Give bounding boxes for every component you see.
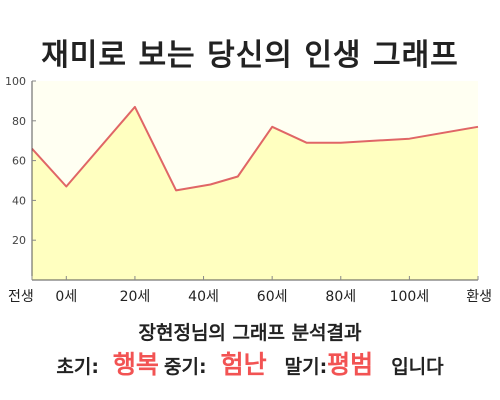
area-fill xyxy=(32,106,478,281)
x-tick-label: 환생 xyxy=(466,289,492,305)
mid-label: 중기: xyxy=(164,356,207,378)
early-label: 초기: xyxy=(56,356,99,378)
result-summary: 초기: 행복 중기: 험난 말기:평범 입니다 xyxy=(0,345,500,381)
x-tick-label: 20세 xyxy=(120,289,151,305)
life-graph-chart: 20 40 60 80 100 전생 0세 20세 40세 60세 80세 100세 환생 xyxy=(5,75,492,305)
x-tick-label: 40세 xyxy=(188,289,219,305)
y-tick-label: 100 xyxy=(5,75,26,88)
y-tick-label: 60 xyxy=(12,155,26,168)
late-value: 평범 xyxy=(327,350,374,379)
y-tick-label: 40 xyxy=(12,194,26,207)
x-tick-label: 전생 xyxy=(8,289,34,305)
y-tick-label: 20 xyxy=(12,234,26,247)
early-value: 행복 xyxy=(112,350,159,379)
series-line xyxy=(31,105,479,192)
result-suffix: 입니다 xyxy=(391,356,444,378)
mid-value: 험난 xyxy=(220,350,267,379)
x-tick-label: 0세 xyxy=(55,289,77,305)
x-tick-label: 100세 xyxy=(390,289,430,305)
result-heading: 장현정님의 그래프 분석결과 xyxy=(138,322,362,344)
late-label: 말기: xyxy=(284,356,328,378)
chart-title: 재미로 보는 당신의 인생 그래프 xyxy=(41,38,459,73)
x-tick-label: 80세 xyxy=(325,289,356,305)
y-tick-label: 80 xyxy=(12,115,26,128)
x-tick-label: 60세 xyxy=(257,289,288,305)
